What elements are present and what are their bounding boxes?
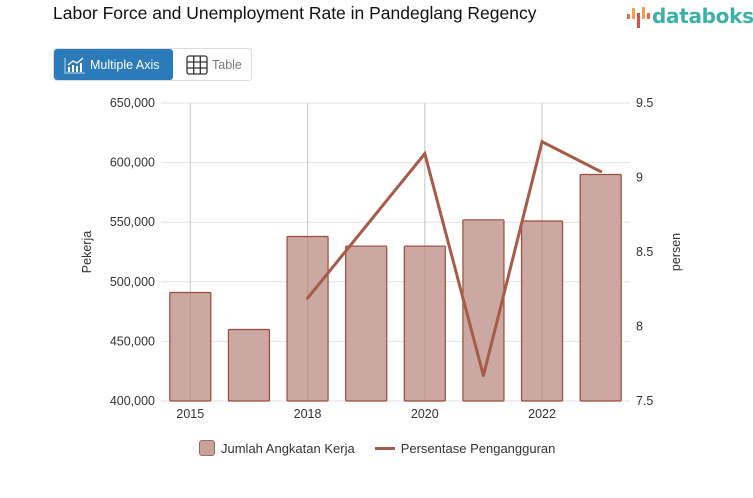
- bar-2016: [227, 328, 271, 402]
- legend-line-label[interactable]: Persentase Pengangguran: [400, 440, 556, 456]
- bar-2023: [579, 173, 622, 402]
- bar-2018: [286, 235, 329, 402]
- line-point-2018: [306, 296, 310, 300]
- left-axis-ticks: 400,000 450,000 500,000 550,000 600,000 650,0…: [110, 96, 155, 408]
- right-tick-label: 7.5: [636, 394, 653, 408]
- table-label: Table: [212, 57, 242, 72]
- right-axis-ticks: 7.5 8 8.5 9 9.5: [636, 96, 653, 408]
- line-series: [306, 139, 603, 378]
- chart-title: Labor Force and Unemployment Rate in Pan…: [53, 3, 537, 23]
- x-tick-label: 2020: [411, 407, 439, 421]
- logo-text: databoks: [652, 4, 753, 28]
- left-tick-label: 500,000: [110, 275, 155, 289]
- right-tick-label: 9.5: [636, 96, 653, 110]
- line-point-2022: [540, 140, 544, 144]
- bars: [169, 103, 622, 402]
- legend: Jumlah Angkatan Kerja Persentase Pengang…: [199, 440, 555, 456]
- line-point-2021: [481, 374, 485, 378]
- table-icon: [186, 54, 208, 75]
- left-axis-title: Pekerja: [80, 231, 94, 273]
- right-tick-label: 9: [636, 171, 643, 185]
- bar-2022: [520, 220, 564, 402]
- x-tick-label: 2015: [176, 407, 204, 421]
- bar-2021: [462, 219, 505, 402]
- chart-icon: [64, 57, 85, 73]
- left-tick-label: 450,000: [110, 334, 155, 348]
- right-axis-title: persen: [669, 233, 683, 271]
- x-tick-label: 2018: [294, 407, 322, 421]
- line-point-2020: [423, 152, 427, 156]
- logo-bars-icon: [627, 7, 650, 28]
- bar-2015: [169, 291, 212, 402]
- multiple-axis-label: Multiple Axis: [90, 57, 160, 72]
- left-tick-label: 650,000: [110, 96, 155, 110]
- bar-2020: [403, 245, 446, 402]
- table-button[interactable]: Table: [173, 49, 251, 80]
- left-tick-label: 400,000: [110, 394, 155, 408]
- bar-2019: [345, 245, 388, 402]
- x-tick-label: 2022: [528, 407, 556, 421]
- databoks-logo: databoks: [626, 2, 753, 30]
- left-tick-label: 550,000: [110, 215, 155, 229]
- legend-line-swatch[interactable]: [374, 446, 395, 450]
- view-toggle: Multiple Axis Table: [53, 48, 252, 81]
- right-tick-label: 8.5: [636, 245, 653, 259]
- x-axis-ticks: 2015 2018 2020 2022: [176, 407, 556, 421]
- legend-bar-swatch[interactable]: [199, 440, 215, 456]
- right-tick-label: 8: [636, 320, 643, 334]
- line-point-2023: [599, 170, 603, 174]
- multiple-axis-button[interactable]: Multiple Axis: [54, 49, 173, 80]
- left-tick-label: 600,000: [110, 156, 155, 170]
- legend-bar-label[interactable]: Jumlah Angkatan Kerja: [221, 440, 355, 456]
